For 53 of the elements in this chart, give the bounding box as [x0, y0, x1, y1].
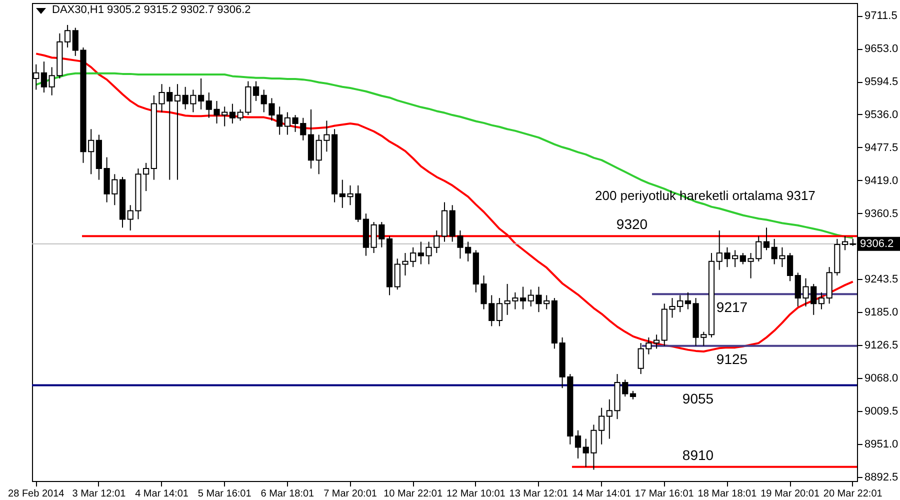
candlestick — [763, 227, 770, 251]
y-tick-label: 9009.5 — [864, 405, 898, 418]
ref-line-label: 9055 — [682, 390, 714, 406]
ref-line-label: 9217 — [716, 299, 748, 316]
x-tick-label: 6 Mar 18:01 — [260, 488, 315, 500]
candlestick — [40, 61, 48, 94]
y-tick-label: 9653.0 — [864, 43, 898, 56]
y-tick-label: 9594.5 — [864, 76, 898, 88]
ref-line-label: 9125 — [716, 350, 748, 367]
x-tick-label: 5 Mar 16:01 — [198, 488, 252, 500]
y-tick-label: 8892.5 — [864, 471, 898, 484]
x-tick-label: 13 Mar 12:01 — [509, 488, 569, 500]
x-tick-label: 17 Mar 16:01 — [634, 488, 694, 500]
y-tick-label: 9068.0 — [864, 372, 898, 384]
x-tick-label: 3 Mar 12:01 — [72, 488, 126, 500]
candlestick — [653, 334, 660, 350]
candlestick — [174, 84, 181, 180]
y-tick-label: 9185.0 — [864, 306, 898, 319]
candlestick — [496, 298, 503, 327]
x-tick-label: 7 Mar 20:01 — [324, 488, 378, 500]
x-tick-label: 10 Mar 22:01 — [384, 488, 443, 500]
candlestick — [684, 292, 692, 310]
y-tick-label: 9536.0 — [864, 108, 898, 121]
annotation: 200 periyotluk hareketli ortalama 9317 — [595, 188, 816, 203]
candlestick — [786, 252, 794, 282]
candlestick — [64, 24, 71, 48]
x-tick-label: 14 Mar 14:01 — [572, 488, 632, 500]
x-tick-label: 28 Feb 2014 — [8, 488, 65, 500]
x-tick-label: 18 Mar 18:01 — [698, 488, 758, 500]
y-tick-label: 9711.5 — [864, 10, 898, 22]
y-tick-label: 9243.5 — [864, 274, 898, 286]
candlestick — [520, 286, 526, 310]
line-series — [35, 52, 854, 353]
candlestick — [818, 292, 825, 310]
candlestick — [842, 236, 848, 251]
candlestick — [229, 103, 236, 124]
candlestick — [198, 78, 204, 110]
x-tick-label: 12 Mar 10:01 — [446, 488, 506, 500]
x-tick-label: 19 Mar 20:01 — [760, 488, 820, 500]
y-tick-label: 9360.5 — [864, 208, 898, 220]
chart-title: DAX30,H1 9305.2 9315.2 9302.7 9306.2 — [52, 4, 251, 16]
y-tick-label: 9477.5 — [864, 142, 898, 154]
candlestick — [574, 430, 582, 459]
line-series — [35, 72, 854, 239]
y-tick-label: 9419.0 — [864, 174, 898, 187]
y-tick-label: 9126.5 — [864, 340, 898, 352]
candlestick — [252, 80, 260, 102]
ref-line-label: 8910 — [682, 446, 714, 463]
x-tick-label: 20 Mar 22:01 — [823, 488, 883, 500]
ref-line-label: 9306.2 — [860, 238, 894, 250]
y-tick-label: 8951.0 — [864, 438, 898, 450]
x-tick-label: 4 Mar 14:01 — [135, 488, 189, 500]
ref-line-label: 9320 — [616, 216, 648, 232]
